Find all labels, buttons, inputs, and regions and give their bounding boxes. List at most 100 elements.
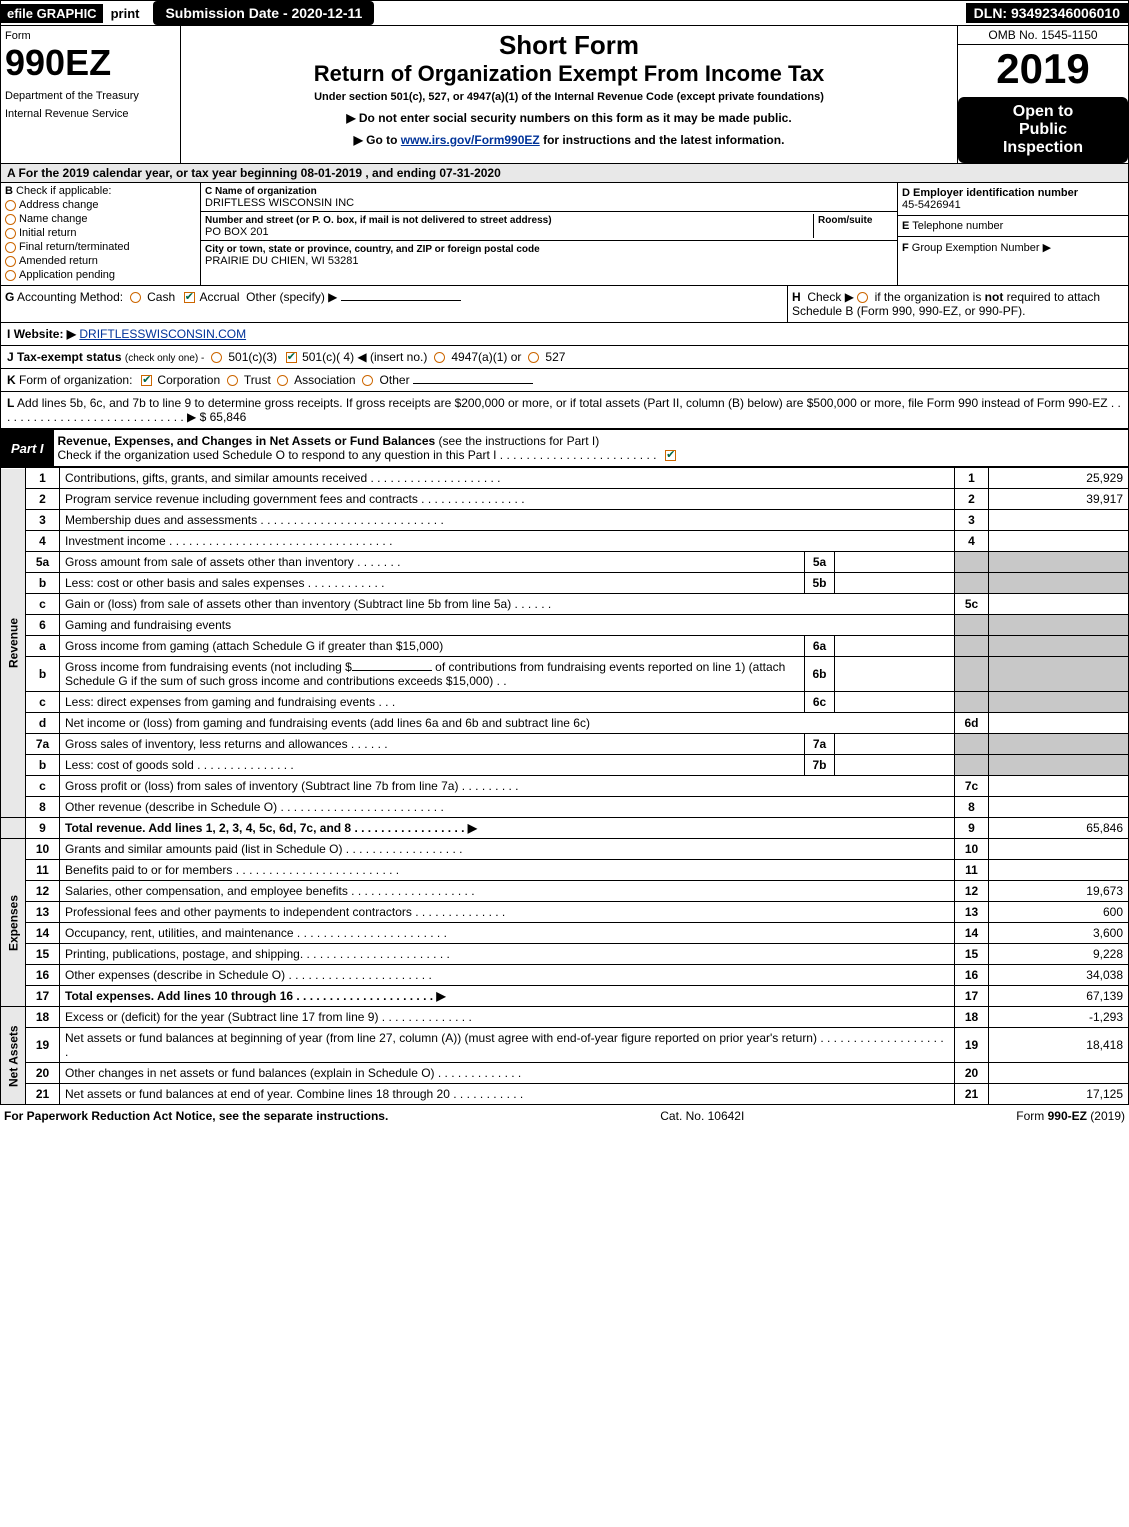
line-rnum: 18 <box>955 1007 989 1028</box>
submission-date: Submission Date - 2020-12-11 <box>153 1 374 25</box>
line-value: 17,125 <box>989 1084 1129 1105</box>
row-l: L Add lines 5b, 6c, and 7b to line 9 to … <box>0 392 1129 429</box>
app-pending-check[interactable] <box>5 270 16 281</box>
addr-change: Address change <box>19 199 99 211</box>
line-num: 13 <box>26 902 60 923</box>
line-text: Gross income from gaming (attach Schedul… <box>60 636 805 657</box>
efile-label: efile GRAPHIC <box>1 4 103 23</box>
line-text: Gross profit or (loss) from sales of inv… <box>60 776 955 797</box>
line-value <box>989 510 1129 531</box>
form-label: Form <box>5 30 176 42</box>
tax-year: 2019 <box>958 45 1128 93</box>
print-label[interactable]: print <box>103 4 148 23</box>
final-return-check[interactable] <box>5 242 16 253</box>
inner-num: 5b <box>805 573 835 594</box>
return-title: Return of Organization Exempt From Incom… <box>185 61 953 87</box>
trust: Trust <box>244 373 271 387</box>
line-text: Less: direct expenses from gaming and fu… <box>60 692 805 713</box>
website-lbl: Website: ▶ <box>14 327 76 341</box>
name-change-check[interactable] <box>5 214 16 225</box>
line-rnum: 3 <box>955 510 989 531</box>
line-value <box>989 860 1129 881</box>
line-rnum: 15 <box>955 944 989 965</box>
line-num: 8 <box>26 797 60 818</box>
line-value <box>989 839 1129 860</box>
4947-check[interactable] <box>434 352 445 363</box>
other-org-blank <box>413 383 533 384</box>
part1-title: Revenue, Expenses, and Changes in Net As… <box>58 434 436 448</box>
line-rnum: 8 <box>955 797 989 818</box>
addr-change-check[interactable] <box>5 200 16 211</box>
initial-return-check[interactable] <box>5 228 16 239</box>
line-rnum: 13 <box>955 902 989 923</box>
inner-val <box>835 657 955 692</box>
line-num: 5a <box>26 552 60 573</box>
acct-lbl: Accounting Method: <box>17 290 123 304</box>
line-num: b <box>26 657 60 692</box>
part1-sched-o-check[interactable] <box>665 450 676 461</box>
l6b-t1: Gross income from fundraising events (no… <box>65 660 352 674</box>
line-text: Salaries, other compensation, and employ… <box>60 881 955 902</box>
grp-lbl: Group Exemption Number ▶ <box>912 242 1051 254</box>
under-section: Under section 501(c), 527, or 4947(a)(1)… <box>185 91 953 103</box>
website-link[interactable]: DRIFTLESSWISCONSIN.COM <box>79 327 246 341</box>
other-org: Other <box>380 373 410 387</box>
ein-lbl: Employer identification number <box>913 187 1078 199</box>
line-rnum: 6d <box>955 713 989 734</box>
box-b-col: B Check if applicable: Address change Na… <box>1 183 201 285</box>
line-num: 17 <box>26 986 60 1007</box>
line-text: Program service revenue including govern… <box>60 489 955 510</box>
line-value <box>989 776 1129 797</box>
open-line2: Public <box>964 121 1122 139</box>
h-text1: Check ▶ <box>807 290 857 304</box>
graphic-word: GRAPHIC <box>37 6 97 21</box>
open-line3: Inspection <box>964 139 1122 157</box>
line-num: 19 <box>26 1028 60 1063</box>
accrual-check[interactable] <box>184 292 195 303</box>
header-grid: Form 990EZ Department of the Treasury In… <box>0 26 1129 164</box>
line-rnum: 1 <box>955 468 989 489</box>
line-rnum: 14 <box>955 923 989 944</box>
line-rnum: 16 <box>955 965 989 986</box>
other-org-check[interactable] <box>362 375 373 386</box>
line-text: Professional fees and other payments to … <box>60 902 955 923</box>
assoc-check[interactable] <box>277 375 288 386</box>
row-j: J Tax-exempt status (check only one) - 5… <box>0 346 1129 369</box>
corp-check[interactable] <box>141 375 152 386</box>
dept-label: Department of the Treasury <box>5 90 176 102</box>
corp: Corporation <box>157 373 220 387</box>
line-rnum: 5c <box>955 594 989 615</box>
527-check[interactable] <box>528 352 539 363</box>
city-lbl: City or town, state or province, country… <box>205 244 540 255</box>
form-ref: Form 990-EZ (2019) <box>1016 1109 1125 1123</box>
revenue-side-label: Revenue <box>1 468 26 818</box>
line-num: 3 <box>26 510 60 531</box>
line-rnum: 10 <box>955 839 989 860</box>
tax-exempt-lbl: Tax-exempt status <box>17 350 121 364</box>
line-text: Total revenue. Add lines 1, 2, 3, 4, 5c,… <box>60 818 955 839</box>
net-assets-side-label: Net Assets <box>1 1007 26 1105</box>
inner-num: 7b <box>805 755 835 776</box>
trust-check[interactable] <box>227 375 238 386</box>
line-value <box>989 713 1129 734</box>
d-label: D <box>902 187 910 199</box>
cash-check[interactable] <box>130 292 141 303</box>
row-g: G Accounting Method: Cash Accrual Other … <box>1 286 788 322</box>
expenses-side-label: Expenses <box>1 839 26 1007</box>
room-lbl: Room/suite <box>818 215 872 226</box>
501c3-check[interactable] <box>211 352 222 363</box>
501c-check[interactable] <box>286 352 297 363</box>
amended: Amended return <box>19 255 98 267</box>
line-text: Grants and similar amounts paid (list in… <box>60 839 955 860</box>
amended-check[interactable] <box>5 256 16 267</box>
l-amount: $ 65,846 <box>200 410 247 424</box>
goto-link[interactable]: www.irs.gov/Form990EZ <box>401 133 540 147</box>
shade-cell <box>989 573 1129 594</box>
line-value <box>989 797 1129 818</box>
h-check[interactable] <box>857 292 868 303</box>
line-text: Other changes in net assets or fund bala… <box>60 1063 955 1084</box>
org-name: DRIFTLESS WISCONSIN INC <box>205 197 354 209</box>
inner-num: 7a <box>805 734 835 755</box>
shade-cell <box>989 734 1129 755</box>
phone-lbl: Telephone number <box>912 220 1003 232</box>
